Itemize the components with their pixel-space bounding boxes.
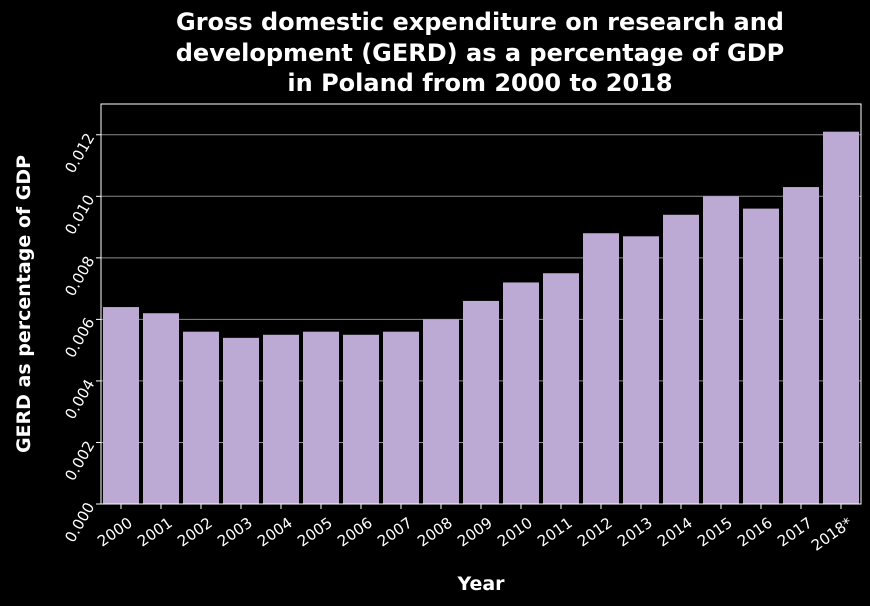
bar [583,233,619,504]
bar [463,300,499,504]
x-axis-label: Year [456,573,505,595]
bar [143,313,179,504]
bars [103,131,859,505]
bar [343,334,379,504]
bar [783,187,819,505]
plot-frame [100,103,862,505]
bar [383,331,419,504]
bar [263,334,299,504]
bar [623,236,659,505]
y-tick-label: 0.012 [61,130,98,176]
bar [743,208,779,504]
y-tick-label: 0.002 [61,438,98,484]
bar [823,131,859,504]
bar [703,196,739,505]
x-tick-label: 2017 [774,514,816,551]
y-tick-label: 0.010 [61,192,98,238]
bar [223,337,259,504]
bar [183,331,219,504]
x-tick-label: 2008 [414,514,456,551]
bar [103,307,139,504]
x-tick-label: 2012 [574,514,616,551]
y-tick-label: 0.000 [61,499,98,545]
x-tick-label: 2002 [174,514,216,551]
chart-title: Gross domestic expenditure on research a… [176,8,785,97]
bar [423,319,459,504]
title-line-3: in Poland from 2000 to 2018 [287,69,672,97]
x-tick-label: 2000 [94,514,136,551]
x-tick-label: 2006 [334,514,376,551]
x-tick-label: 2003 [214,514,256,551]
y-tick-label: 0.008 [61,253,98,299]
x-tick-label: 2005 [294,514,336,551]
bar [663,214,699,504]
x-tick-label: 2010 [494,514,536,551]
title-line-1: Gross domestic expenditure on research a… [176,8,784,36]
y-tick-label: 0.006 [61,315,98,361]
x-tick-label: 2014 [654,514,696,551]
bar [543,273,579,504]
x-tick-labels: 2000200120022003200420052006200720082009… [94,513,856,554]
y-axis-label: GERD as percentage of GDP [13,155,35,453]
x-tick-label: 2013 [614,514,656,551]
x-tick-label: 2015 [694,514,736,551]
x-tick-label: 2018* [808,513,856,554]
x-tick-label: 2011 [534,514,576,551]
x-tick-label: 2004 [254,514,296,551]
bar [503,282,539,504]
x-tick-label: 2001 [134,514,176,551]
title-line-2: development (GERD) as a percentage of GD… [176,39,785,67]
x-tick-label: 2016 [734,514,776,551]
y-tick-label: 0.004 [61,376,98,422]
axes [96,103,862,509]
bar [303,331,339,504]
x-tick-label: 2007 [374,514,416,551]
y-tick-labels: 0.000 0.002 0.004 0.006 0.008 0.010 0.012 [61,130,98,545]
x-tick-label: 2009 [454,514,496,551]
